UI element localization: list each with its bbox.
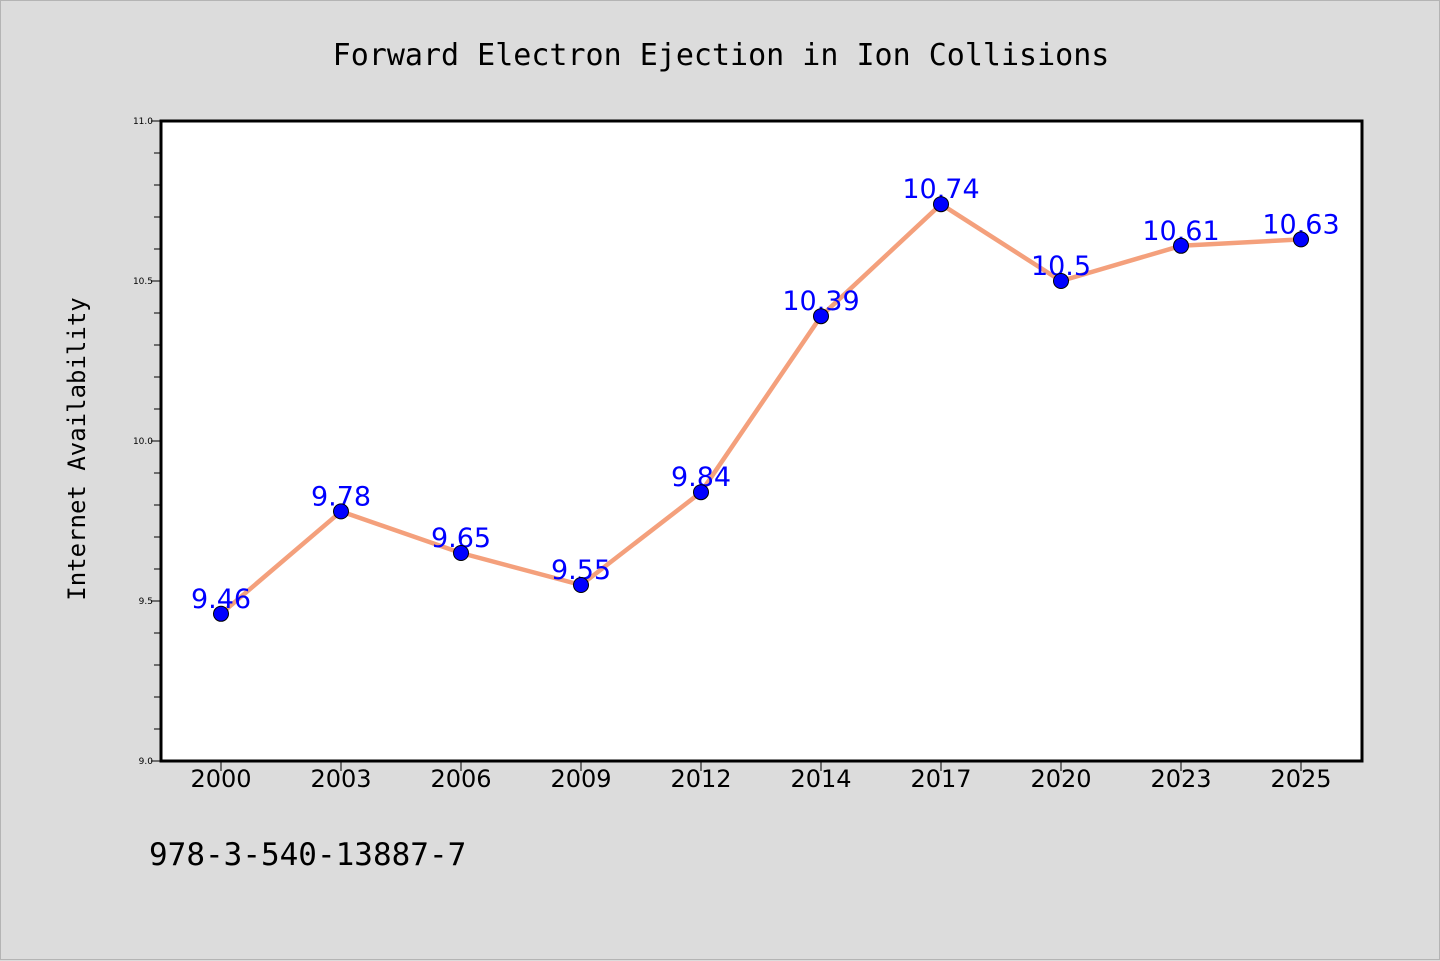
y-tick-label: 10.5 <box>133 277 153 287</box>
data-point <box>1053 273 1069 289</box>
x-tick-label: 2023 <box>1150 765 1211 793</box>
plot-area <box>159 119 1364 763</box>
footer-isbn-text: 978-3-540-13887-7 <box>149 837 466 873</box>
data-point <box>213 605 229 622</box>
data-point <box>813 308 829 325</box>
y-axis: 9.0 9.5 10.0 10.5 11.0 <box>133 117 161 767</box>
data-point <box>453 545 469 561</box>
y-tick-label: 9.0 <box>139 757 154 767</box>
x-tick-label: 2000 <box>190 765 251 793</box>
data-point <box>1173 237 1189 254</box>
y-axis-title: Internet Availability <box>63 297 91 600</box>
x-tick-label: 2003 <box>310 765 371 793</box>
data-point <box>573 577 589 593</box>
chart-title: Forward Electron Ejection in Ion Collisi… <box>333 38 1110 73</box>
y-tick-label: 9.5 <box>139 597 153 607</box>
data-point <box>933 196 949 213</box>
series-line <box>218 201 1304 617</box>
x-tick-label: 2017 <box>910 765 971 793</box>
x-axis: 2000 2003 2006 2009 2012 2014 2017 2020 2023 2025 <box>190 761 1332 793</box>
x-tick-label: 2014 <box>790 765 851 793</box>
data-point <box>693 484 709 501</box>
x-tick-label: 2020 <box>1030 765 1091 793</box>
data-point <box>333 503 349 520</box>
x-tick-label: 2006 <box>430 765 491 793</box>
data-point <box>1293 231 1309 248</box>
x-tick-label: 2009 <box>550 765 611 793</box>
x-tick-label: 2012 <box>670 765 731 793</box>
x-tick-label: 2025 <box>1270 765 1331 793</box>
y-tick-label: 11.0 <box>133 117 153 127</box>
series-layer <box>218 201 1304 617</box>
y-tick-label: 10.0 <box>133 437 153 447</box>
